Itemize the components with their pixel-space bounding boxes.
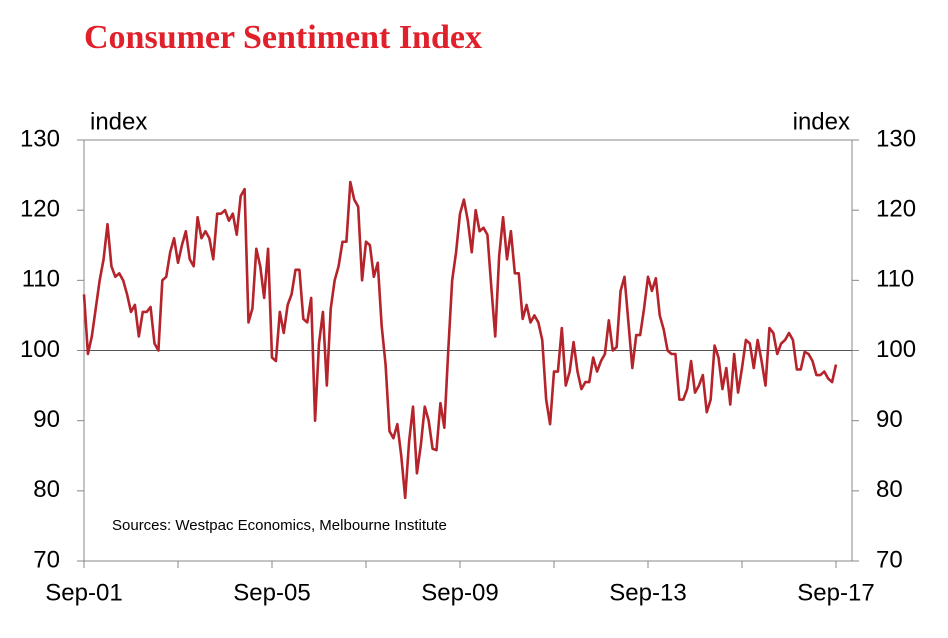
x-tick-label: Sep-01 — [45, 579, 122, 606]
x-tick-label: Sep-09 — [421, 579, 498, 606]
y-tick-label: 130 — [20, 125, 60, 152]
x-tick-label: Sep-17 — [797, 579, 874, 606]
source-note: Sources: Westpac Economics, Melbourne In… — [112, 517, 447, 534]
x-tick-label: Sep-13 — [609, 579, 686, 606]
y2-tick-label: 130 — [876, 125, 916, 152]
y2-tick-label: 80 — [876, 476, 903, 503]
y2-tick-label: 120 — [876, 196, 916, 223]
y-tick-label: 100 — [20, 336, 60, 363]
y2-axis-label: index — [793, 108, 850, 135]
chart-title: Consumer Sentiment Index — [84, 19, 482, 56]
y2-tick-label: 100 — [876, 336, 916, 363]
x-tick-label: Sep-05 — [233, 579, 310, 606]
y2-tick-label: 110 — [876, 266, 914, 293]
y-axis-label: index — [90, 108, 147, 135]
y-tick-label: 110 — [22, 266, 60, 293]
y-tick-label: 80 — [33, 476, 60, 503]
y2-tick-label: 90 — [876, 406, 903, 433]
y-tick-label: 120 — [20, 196, 60, 223]
y-tick-label: 70 — [33, 546, 60, 573]
y-tick-label: 90 — [33, 406, 60, 433]
data-line — [82, 180, 838, 500]
y2-tick-label: 70 — [876, 546, 903, 573]
